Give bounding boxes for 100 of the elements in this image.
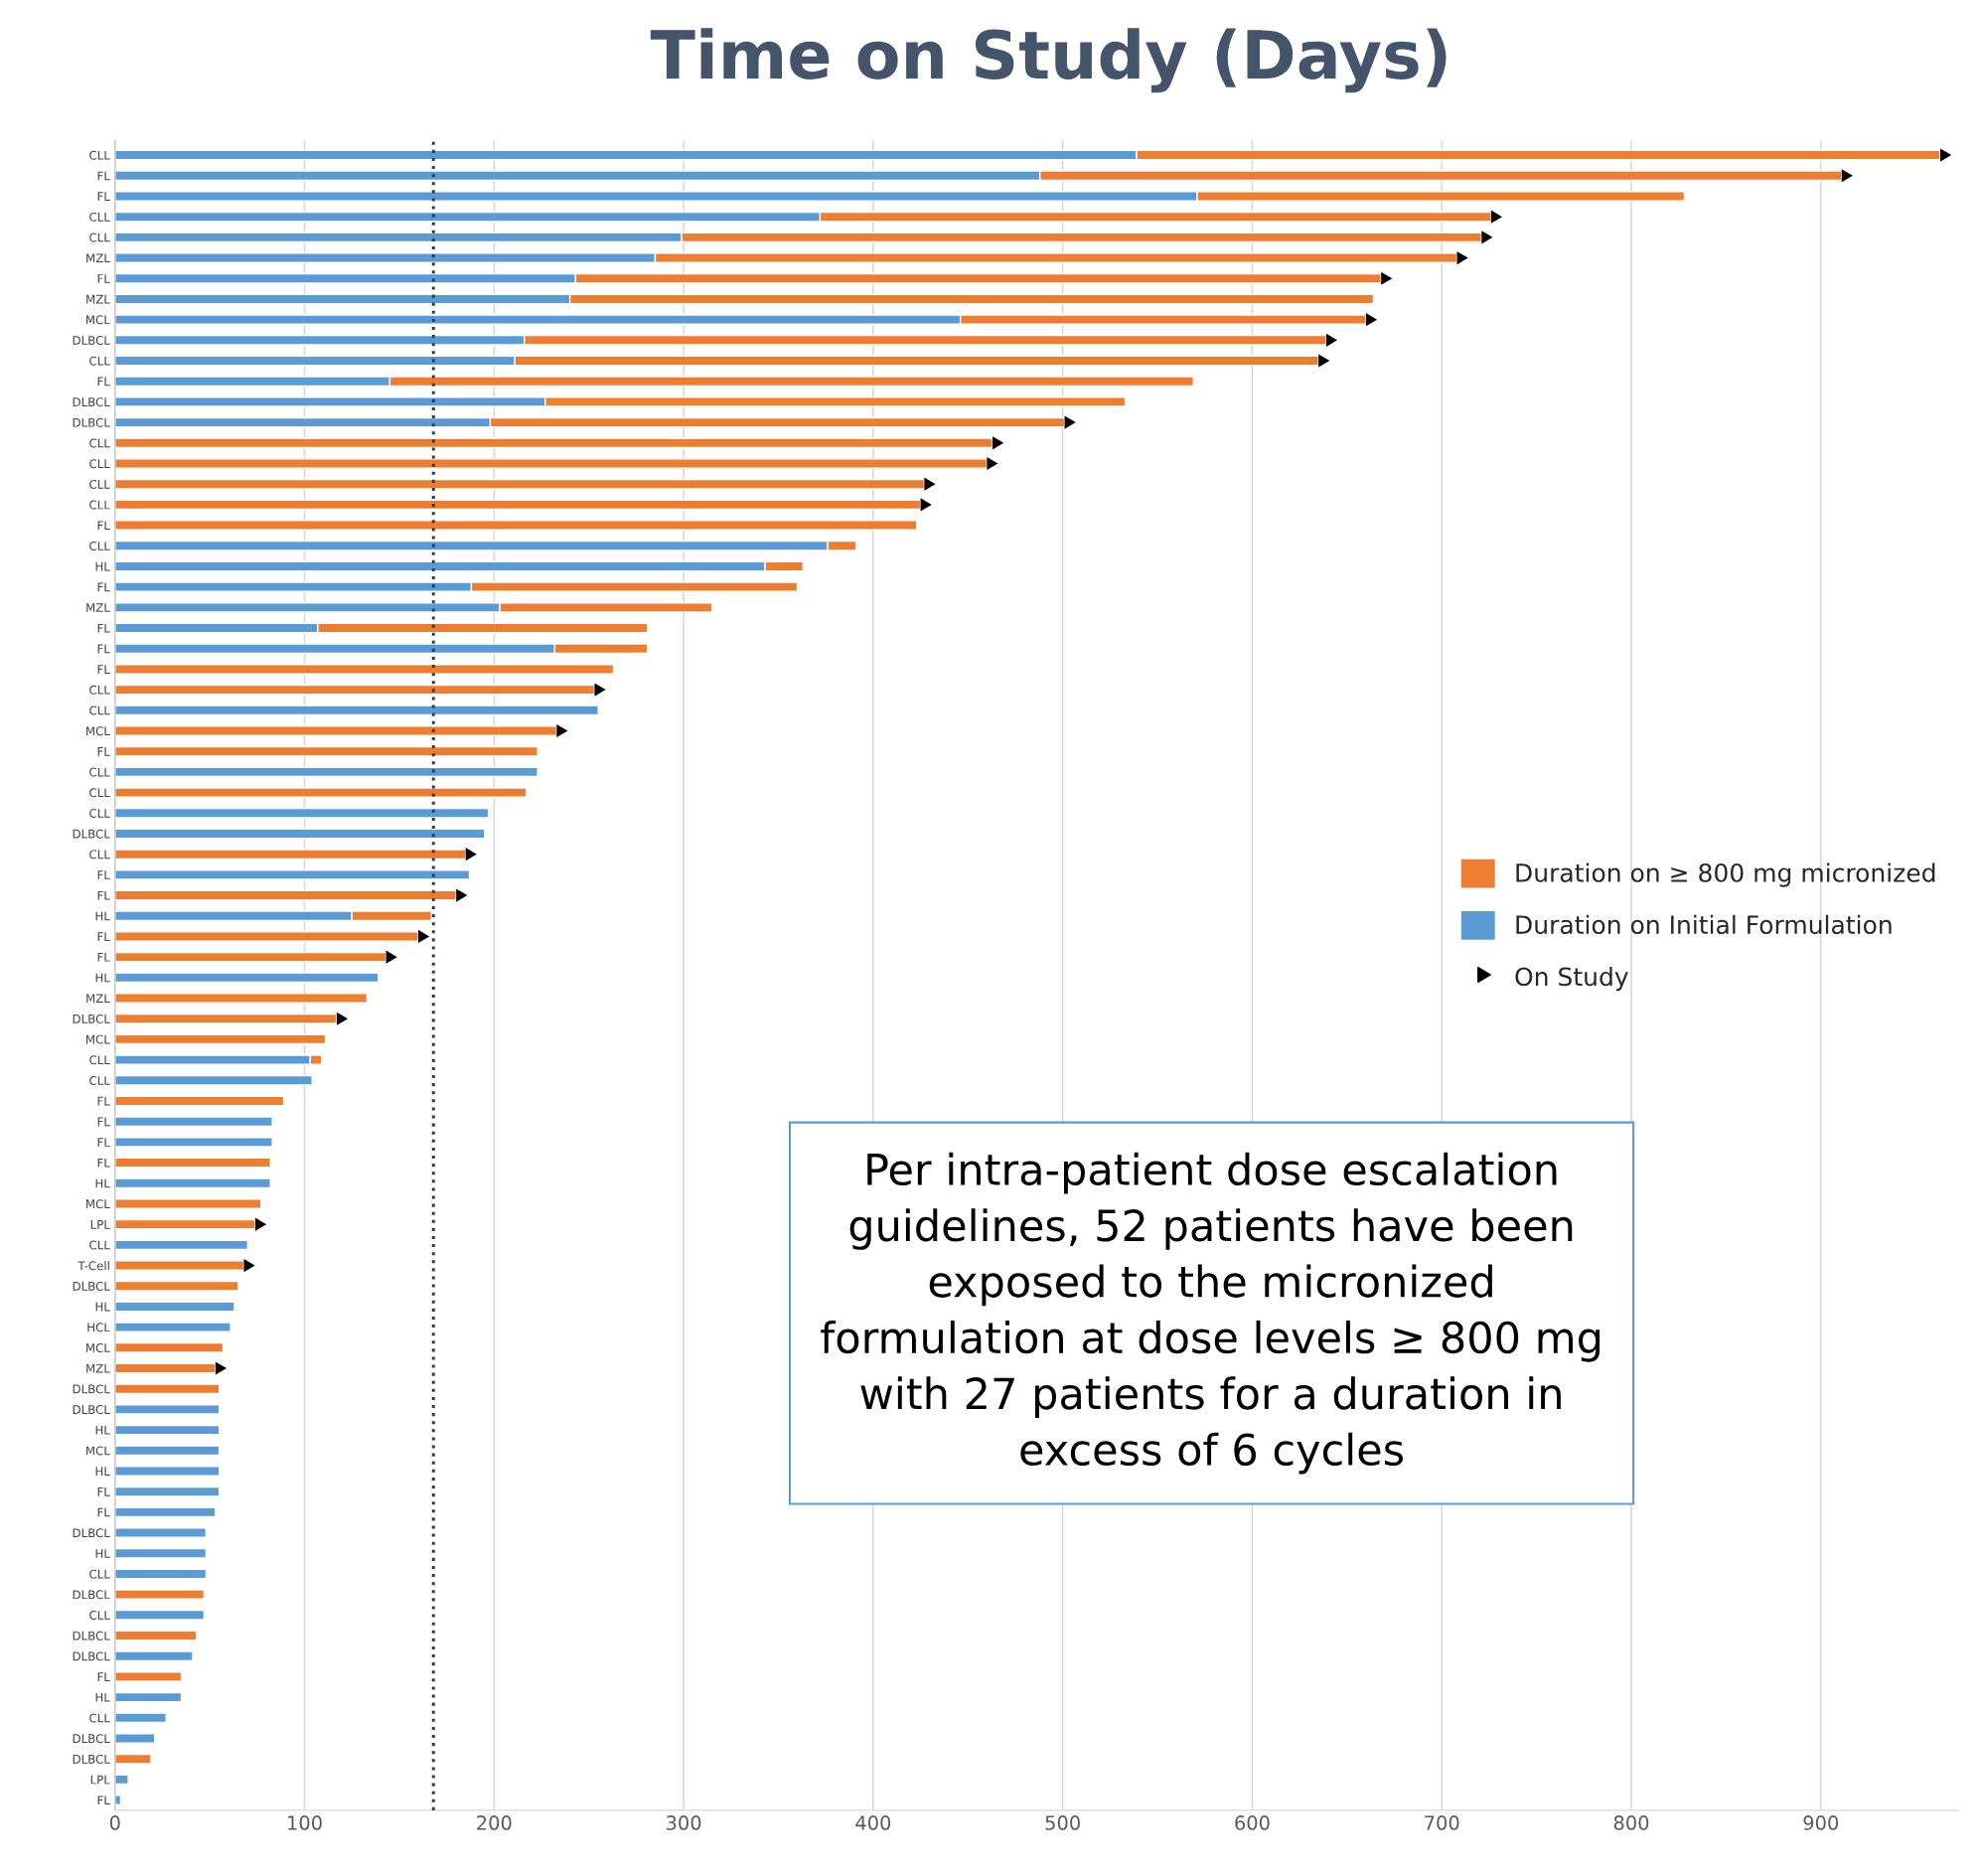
y-tick-label: CLL — [89, 541, 110, 550]
y-tick-label: FL — [97, 870, 110, 879]
bar — [114, 1506, 217, 1518]
y-tick-label: HCL — [87, 1323, 110, 1332]
bar — [114, 704, 599, 716]
y-tick-label: CLL — [89, 788, 110, 798]
y-tick-label: FL — [97, 644, 110, 654]
y-tick-label: MZL — [86, 1363, 110, 1373]
bar — [114, 972, 380, 984]
y-tick-label: MZL — [86, 294, 110, 304]
y-tick-label: HL — [95, 1178, 110, 1188]
y-tick-label: CLL — [89, 233, 110, 242]
y-tick-label: LPL — [90, 1220, 110, 1229]
y-tick-label: LPL — [90, 1775, 110, 1785]
bar — [114, 1095, 285, 1107]
y-tick-label: HL — [95, 1549, 110, 1558]
point — [465, 848, 477, 861]
y-tick-label: DLBCL — [73, 1014, 110, 1023]
y-tick-label: MZL — [86, 994, 110, 1004]
bar — [114, 1033, 327, 1045]
point — [987, 456, 998, 471]
x-tick-label: 100 — [288, 1815, 322, 1830]
point — [254, 1217, 267, 1231]
y-tick-label: CLL — [89, 1713, 110, 1723]
point — [920, 498, 932, 512]
bar — [114, 1691, 183, 1703]
y-tick-label: CLL — [89, 1076, 110, 1085]
bar — [114, 1074, 313, 1086]
point — [243, 1258, 255, 1273]
bar — [114, 1280, 239, 1292]
bar — [114, 1424, 221, 1436]
x-tick-label: 800 — [1613, 1815, 1649, 1830]
y-tick-label: DLBCL — [73, 1651, 110, 1661]
point — [336, 1012, 349, 1025]
point — [594, 683, 606, 697]
bar — [114, 1630, 198, 1642]
y-tick-label: DLBCL — [73, 1281, 110, 1291]
y-tick-label: DLBCL — [73, 1405, 110, 1415]
y-tick-label: FL — [97, 1796, 110, 1805]
bar — [114, 520, 918, 531]
annotation: Per intra-patient dose escalation guidelines, 52 patients have been exposed to the micronized formulation at dose levels ≥ 800 mg with 27 patients for a duration in excess of 6 cycles — [821, 1152, 1601, 1475]
y-tick-label: CLL — [89, 850, 110, 860]
point — [1318, 354, 1330, 368]
legend-label: Duration on ≥ 800 mg micronized — [1516, 862, 1935, 887]
bar — [114, 849, 467, 860]
bar — [114, 1609, 206, 1621]
point — [385, 950, 397, 964]
y-tick-label: MZL — [86, 603, 110, 612]
bar — [114, 1589, 206, 1600]
y-tick-label: T-Cell — [77, 1261, 109, 1271]
y-tick-label: MCL — [86, 315, 110, 325]
point — [418, 929, 430, 944]
y-tick-label: HL — [95, 561, 110, 571]
y-tick-label: CLL — [89, 1569, 110, 1579]
x-tick-label: 200 — [477, 1815, 512, 1830]
y-tick-label: FL — [97, 1507, 110, 1517]
bar — [114, 931, 419, 942]
bar — [114, 1157, 271, 1169]
bar — [114, 499, 922, 511]
bar — [114, 1383, 221, 1395]
y-tick-label: MCL — [86, 726, 110, 736]
point — [556, 723, 568, 738]
y-tick-label: DLBCL — [73, 1734, 110, 1744]
x-tick-label: 300 — [667, 1815, 701, 1830]
y-tick-label: CLL — [89, 767, 110, 777]
bar — [114, 1733, 156, 1744]
bar — [114, 1116, 273, 1128]
bar — [114, 1198, 262, 1209]
point — [215, 1361, 228, 1375]
point — [1841, 169, 1853, 183]
bar — [114, 889, 457, 901]
y-tick-label: FL — [97, 932, 110, 941]
x-tick-label: 0 — [109, 1815, 120, 1830]
y-tick-label: CLL — [89, 1240, 110, 1250]
x-tick-label: 900 — [1803, 1815, 1839, 1830]
bar — [114, 1753, 152, 1765]
y-tick-label: FL — [97, 274, 110, 283]
y-tick-label: HL — [95, 1302, 110, 1312]
bar — [114, 1795, 122, 1805]
bar — [114, 1774, 129, 1786]
bar — [114, 664, 615, 675]
y-tick-label: CLL — [89, 150, 110, 160]
y-tick-label: FL — [97, 1096, 110, 1106]
y-tick-label: CLL — [89, 479, 110, 489]
bar — [114, 1218, 256, 1230]
y-tick-label: MCL — [86, 1343, 110, 1352]
bar — [114, 787, 528, 798]
y-tick-label: CLL — [89, 809, 110, 818]
y-tick-label: DLBCL — [73, 417, 110, 427]
y-tick-label: HL — [95, 973, 110, 983]
bar — [114, 437, 993, 449]
y-tick-label: FL — [97, 890, 110, 900]
bar — [114, 1013, 338, 1024]
y-tick-label: CLL — [89, 1611, 110, 1620]
point — [1064, 415, 1076, 429]
point — [1481, 231, 1493, 244]
bar — [114, 1547, 208, 1559]
y-tick-label: FL — [97, 1487, 110, 1496]
y-tick-label: CLL — [89, 356, 110, 366]
bar — [114, 807, 490, 819]
